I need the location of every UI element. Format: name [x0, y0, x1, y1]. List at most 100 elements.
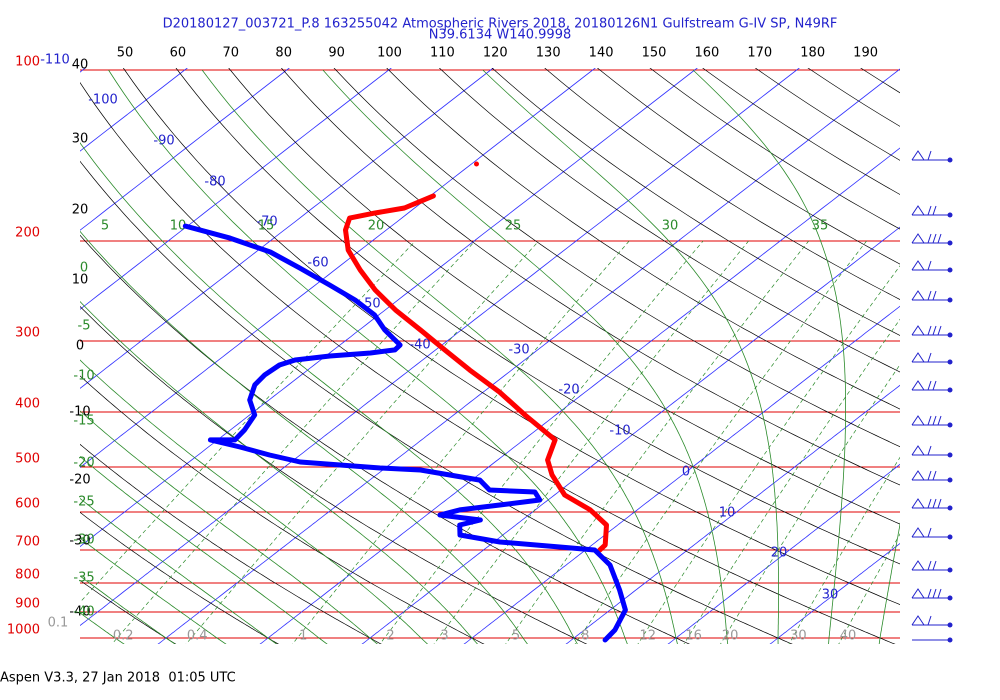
mixing-ratio-label: 12 — [639, 629, 656, 644]
dry-adiabat — [228, 68, 900, 525]
moist-adiabat — [80, 497, 278, 644]
moist-adiabat-label: -20 — [73, 456, 94, 471]
barb-station — [947, 387, 953, 393]
mixing-ratio-line — [683, 318, 900, 644]
moist-adiabat — [878, 522, 900, 644]
barb-station — [947, 422, 953, 428]
barb-tick — [927, 380, 932, 391]
dry-adiabat — [438, 68, 900, 373]
barb-tick — [927, 560, 932, 571]
background-lines — [0, 57, 900, 652]
dry-adiabat-label: 30 — [72, 132, 89, 147]
barb-tick — [927, 588, 932, 599]
dry-adiabat — [80, 306, 588, 644]
dry-adiabat — [386, 68, 900, 410]
moist-adiabat-label: -25 — [73, 495, 94, 510]
chart-subtitle: N39.6134 W140.9998 — [429, 28, 572, 43]
mixing-ratio-label: 0.4 — [187, 629, 208, 644]
barb-tick — [932, 205, 937, 216]
moist-adiabat-label: 25 — [505, 219, 522, 234]
moist-adiabat-label: 10 — [170, 219, 187, 234]
pressure-label: 1000 — [7, 623, 40, 638]
isotherm-label: -80 — [204, 175, 225, 190]
footer: Aspen V3.3, 27 Jan 2018 01:05 UTC — [0, 671, 236, 686]
mixing-ratio-line — [574, 240, 867, 644]
barb-tick — [932, 380, 937, 391]
barb-tick — [927, 260, 932, 271]
dry-adiabat — [860, 68, 900, 94]
barb-tick — [932, 588, 937, 599]
isotherm — [80, 68, 494, 389]
dry-adiabat-label: 190 — [853, 46, 878, 61]
barb-station — [947, 452, 953, 458]
moist-adiabat — [80, 455, 328, 644]
dry-adiabat-label: 60 — [170, 46, 187, 61]
mixing-ratio-label: 8 — [581, 629, 589, 644]
barb-station — [947, 297, 953, 303]
dry-adiabat-label: 40 — [72, 58, 89, 73]
isotherm — [80, 68, 392, 310]
barb-tick — [932, 470, 937, 481]
barb-station — [947, 240, 953, 246]
barb-flag — [911, 498, 925, 509]
dry-adiabat-label: 170 — [747, 46, 772, 61]
barb-station — [947, 622, 953, 628]
barb-flag — [911, 588, 925, 599]
moist-adiabat-label: -10 — [73, 369, 94, 384]
dry-adiabat — [0, 57, 85, 652]
mixing-ratio-label: 30 — [790, 629, 807, 644]
moist-adiabat — [482, 69, 779, 644]
isotherm — [565, 384, 900, 644]
isotherm-label: 30 — [822, 588, 839, 603]
mixing-ratio-line — [505, 240, 809, 644]
moist-adiabat-label: -15 — [73, 414, 94, 429]
dry-adiabat-label: 50 — [117, 46, 134, 61]
dry-adiabat-label: 70 — [223, 46, 240, 61]
moist-adiabat — [80, 142, 578, 644]
barb-station — [947, 267, 953, 273]
moist-adiabat-label: -35 — [73, 571, 94, 586]
dewpoint-trace — [182, 223, 628, 643]
dry-adiabat-label: 80 — [275, 46, 292, 61]
isotherm-label: 10 — [719, 506, 736, 521]
isotherm-label: 20 — [771, 546, 788, 561]
moist-adiabat — [80, 300, 478, 644]
mixing-ratio-line — [788, 456, 900, 644]
chart-title: D20180127_003721_P.8 163255042 Atmospher… — [163, 17, 838, 32]
isotherm-label: -40 — [409, 338, 430, 353]
barb-tick — [927, 470, 932, 481]
barb-tick — [927, 498, 932, 509]
mixing-ratio-line — [292, 240, 630, 644]
barb-tick — [932, 290, 937, 301]
barb-flag — [911, 233, 925, 244]
temperature-trace — [343, 161, 609, 553]
barb-tick — [927, 205, 932, 216]
isotherm-label: -10 — [609, 424, 630, 439]
mixing-ratio-line — [720, 364, 900, 644]
dry-adiabat-label: 20 — [72, 203, 89, 218]
dry-adiabat — [491, 68, 900, 336]
barb-station — [947, 505, 953, 511]
isotherm — [80, 68, 86, 73]
moist-adiabat-label: 30 — [662, 219, 679, 234]
dry-adiabat — [80, 579, 177, 644]
barb-flag — [911, 615, 925, 626]
barb-station — [947, 332, 953, 338]
barb-flag — [911, 470, 925, 481]
barb-flag — [911, 205, 925, 216]
mixing-ratio-label: 0.1 — [48, 616, 69, 631]
barb-tick — [937, 588, 942, 599]
dry-adiabat — [80, 160, 793, 644]
dry-adiabat-label: 100 — [377, 46, 402, 61]
barb-tick — [932, 560, 937, 571]
pressure-label: 400 — [15, 396, 40, 411]
barb-tick — [937, 325, 942, 336]
barb-flag — [911, 325, 925, 336]
isotherm-label: -110 — [40, 53, 70, 68]
moist-adiabat-label: 35 — [812, 219, 829, 234]
moist-adiabat — [80, 230, 528, 644]
barb-station — [947, 212, 953, 218]
dry-adiabat — [175, 68, 900, 565]
isotherm — [463, 305, 900, 644]
dry-adiabat — [280, 68, 900, 486]
